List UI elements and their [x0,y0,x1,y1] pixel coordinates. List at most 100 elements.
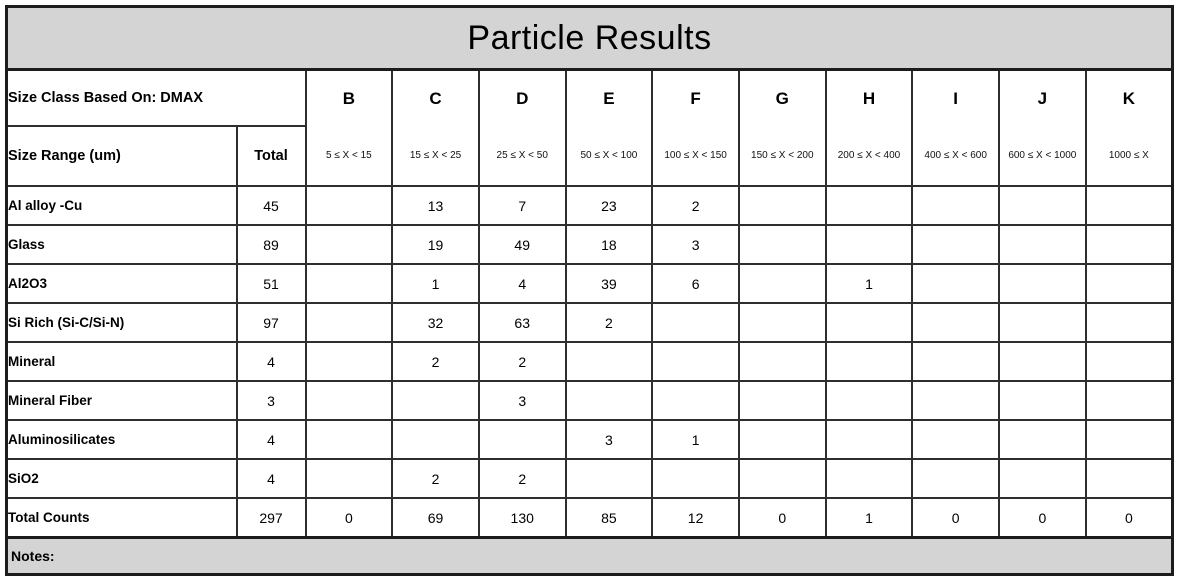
cell-value [564,380,654,421]
cell-value [1084,263,1174,304]
cell-value [737,224,827,265]
row-total: 297 [235,497,307,539]
cell-value: 2 [477,458,567,499]
particle-results-table: Particle Results Size Class Based On: DM… [5,5,1174,576]
cell-value [737,458,827,499]
column-header-J: J 600 ≤ X < 1000 [998,68,1087,187]
cell-value [304,263,394,304]
column-size-range: 50 ≤ X < 100 [580,149,638,161]
cell-value: 4 [477,263,567,304]
cell-value [998,224,1087,265]
row-label: Al alloy -Cu [5,185,238,226]
row-total: 97 [235,302,307,343]
cell-value [304,458,394,499]
cell-value: 49 [477,224,567,265]
cell-value: 2 [651,185,740,226]
cell-value [998,458,1087,499]
cell-value [998,419,1087,460]
row-label: Mineral Fiber [5,380,238,421]
row-total: 4 [235,419,307,460]
cell-value: 1 [391,263,480,304]
cell-value [1084,419,1174,460]
row-label: SiO2 [5,458,238,499]
cell-value [998,263,1087,304]
cell-value [391,380,480,421]
cell-value [651,380,740,421]
cell-value: 19 [391,224,480,265]
cell-value: 0 [998,497,1087,539]
table-row-al-alloy-cu: Al alloy -Cu 45 13 7 23 2 [5,185,1174,226]
column-letter: C [429,89,442,108]
cell-value [737,419,827,460]
cell-value [824,380,914,421]
column-header-E: E 50 ≤ X < 100 [564,68,654,187]
cell-value [304,224,394,265]
cell-value: 32 [391,302,480,343]
cell-value: 85 [564,497,654,539]
header-row-size-range: Size Range (um) Total [5,125,1173,187]
table-row-mineral-fiber: Mineral Fiber 3 3 [5,380,1174,421]
cell-value [911,224,1000,265]
row-label: Glass [5,224,238,265]
cell-value [477,419,567,460]
cell-value [737,185,827,226]
cell-value [737,302,827,343]
cell-value [304,380,394,421]
report-page: Particle Results Size Class Based On: DM… [5,5,1174,576]
table-row-mineral: Mineral 4 2 2 [5,341,1174,382]
cell-value [1084,341,1174,382]
cell-value: 1 [651,419,740,460]
column-header-G: G 150 ≤ X < 200 [737,68,827,187]
cell-value [911,302,1000,343]
title-cell: Particle Results [5,5,1174,71]
cell-value [1084,185,1174,226]
table-row-sio2: SiO2 4 2 2 [5,458,1174,499]
cell-value [998,380,1087,421]
cell-value [391,419,480,460]
column-header-F: F 100 ≤ X < 150 [651,68,740,187]
cell-value: 18 [564,224,654,265]
cell-value: 130 [477,497,567,539]
cell-value [304,341,394,382]
column-size-range: 15 ≤ X < 25 [409,149,462,161]
table-row-glass: Glass 89 19 49 18 3 [5,224,1174,265]
total-column-header: Total [235,125,307,187]
column-letter: J [1037,89,1048,108]
page-title: Particle Results [467,18,712,57]
table-row-si-rich: Si Rich (Si-C/Si-N) 97 32 63 2 [5,302,1174,343]
cell-value [1084,458,1174,499]
cell-value: 39 [564,263,654,304]
cell-value [911,419,1000,460]
cell-value: 2 [564,302,654,343]
cell-value: 7 [477,185,567,226]
cell-value [911,458,1000,499]
column-size-range: 600 ≤ X < 1000 [1008,149,1077,161]
row-label: Si Rich (Si-C/Si-N) [5,302,238,343]
column-letter: H [862,89,876,108]
cell-value [1084,224,1174,265]
cell-value: 63 [477,302,567,343]
cell-value [304,419,394,460]
cell-value: 6 [651,263,740,304]
size-class-basis-label: Size Class Based On: DMAX [5,68,307,127]
row-total: 3 [235,380,307,421]
column-size-range: 1000 ≤ X [1108,149,1149,161]
cell-value [824,224,914,265]
row-total: 4 [235,458,307,499]
column-size-range: 25 ≤ X < 50 [496,149,548,161]
cell-value: 23 [564,185,654,226]
cell-value: 13 [391,185,480,226]
row-total: 51 [235,263,307,304]
cell-value: 0 [737,497,827,539]
cell-value [1084,380,1174,421]
row-label: Aluminosilicates [5,419,238,460]
cell-value: 3 [477,380,567,421]
column-size-range: 400 ≤ X < 600 [924,149,987,161]
column-header-I: I 400 ≤ X < 600 [911,68,1000,187]
cell-value [998,185,1087,226]
cell-value: 3 [651,224,740,265]
row-total: 89 [235,224,307,265]
row-label: Mineral [5,341,238,382]
cell-value [911,341,1000,382]
cell-value [911,263,1000,304]
